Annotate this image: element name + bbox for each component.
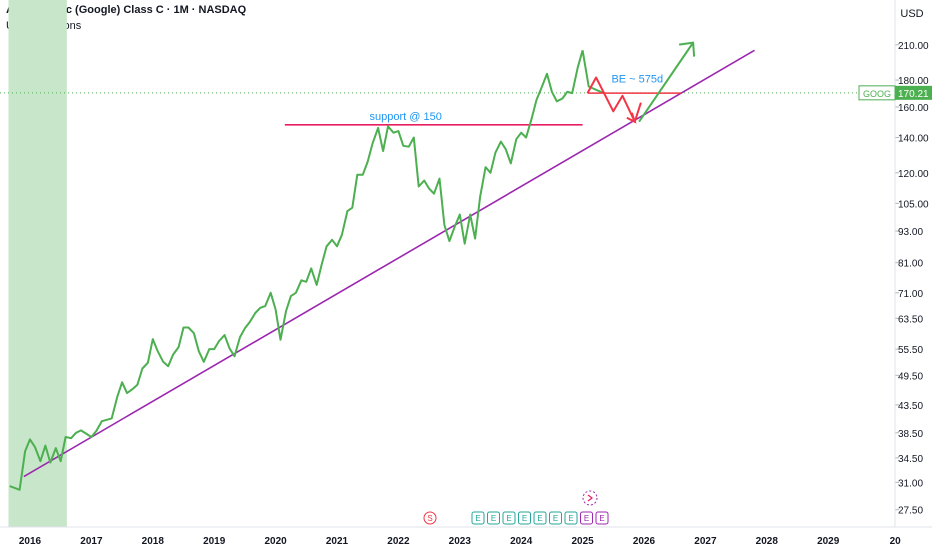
price-tag-value: 170.21 (898, 89, 929, 100)
x-tick-label: 2027 (694, 536, 717, 547)
x-tick-label: 20 (890, 536, 902, 547)
x-tick-label: 2026 (633, 536, 656, 547)
earnings-marker-label: E (522, 514, 527, 523)
x-tick-label: 2021 (326, 536, 349, 547)
earnings-marker-label: E (599, 514, 604, 523)
price-series-1[interactable] (581, 50, 604, 94)
x-tick-label: 2017 (80, 536, 103, 547)
split-marker[interactable] (423, 511, 437, 525)
y-tick-label: 93.00 (898, 227, 923, 238)
earnings-marker-label: E (491, 514, 496, 523)
y-tick-label: 180.00 (898, 76, 929, 87)
earnings-marker[interactable] (549, 511, 562, 525)
support-label: support @ 150 (370, 111, 442, 123)
price-series-0[interactable] (9, 50, 584, 491)
earnings-marker[interactable] (487, 511, 500, 525)
y-tick-label: 63.50 (898, 314, 923, 325)
earnings-marker-label: E (584, 514, 589, 523)
earnings-marker-label: E (506, 514, 511, 523)
target-arrow-line[interactable] (638, 42, 694, 123)
earnings-marker[interactable] (502, 511, 516, 525)
x-tick-label: 2024 (510, 536, 533, 547)
earnings-marker[interactable] (580, 511, 593, 525)
split-marker-label: S (427, 514, 432, 523)
earnings-marker[interactable] (471, 511, 485, 525)
earnings-marker-label: E (537, 514, 542, 523)
x-tick-label: 2019 (203, 536, 226, 547)
earnings-marker[interactable] (533, 511, 547, 525)
y-tick-label: 55.50 (898, 345, 923, 356)
target-arrowhead (678, 41, 696, 57)
upcoming-event-icon (587, 494, 593, 502)
y-tick-label: 34.50 (898, 454, 923, 465)
x-tick-label: 2029 (817, 536, 840, 547)
forecast-label: BE ~ 575d (611, 74, 663, 86)
earnings-marker[interactable] (595, 511, 609, 525)
earnings-marker-label: E (568, 514, 573, 523)
x-tick-label: 2023 (449, 536, 472, 547)
price-tag-symbol: GOOG (863, 89, 891, 99)
recession-band (8, 0, 67, 527)
y-tick-label: 120.00 (898, 169, 929, 180)
x-tick-label: 2025 (571, 536, 594, 547)
forecast-path[interactable] (586, 76, 642, 123)
y-tick-label: 105.00 (898, 199, 929, 210)
currency-label[interactable]: USD (900, 8, 924, 20)
price-tag-box (895, 85, 932, 100)
y-tick-label: 49.50 (898, 371, 923, 382)
x-tick-label: 2016 (19, 536, 42, 547)
y-tick-label: 31.00 (898, 478, 923, 489)
x-tick-label: 2020 (264, 536, 287, 547)
y-tick-label: 27.50 (898, 506, 923, 517)
x-tick-label: 2022 (387, 536, 410, 547)
y-tick-label: 140.00 (898, 134, 929, 145)
earnings-marker-label: E (553, 514, 558, 523)
x-tick-label: 2028 (756, 536, 779, 547)
earnings-marker[interactable] (564, 511, 578, 525)
y-tick-label: 160.00 (898, 103, 929, 114)
y-tick-label: 81.00 (898, 259, 923, 270)
x-tick-label: 2018 (142, 536, 165, 547)
y-tick-label: 210.00 (898, 41, 929, 52)
y-tick-label: 43.50 (898, 401, 923, 412)
earnings-marker-label: E (475, 514, 480, 523)
y-tick-label: 71.00 (898, 289, 923, 300)
y-tick-label: 38.50 (898, 429, 923, 440)
forecast-arrowhead (626, 112, 637, 124)
upcoming-event-marker[interactable] (582, 490, 598, 506)
earnings-marker[interactable] (518, 511, 531, 525)
